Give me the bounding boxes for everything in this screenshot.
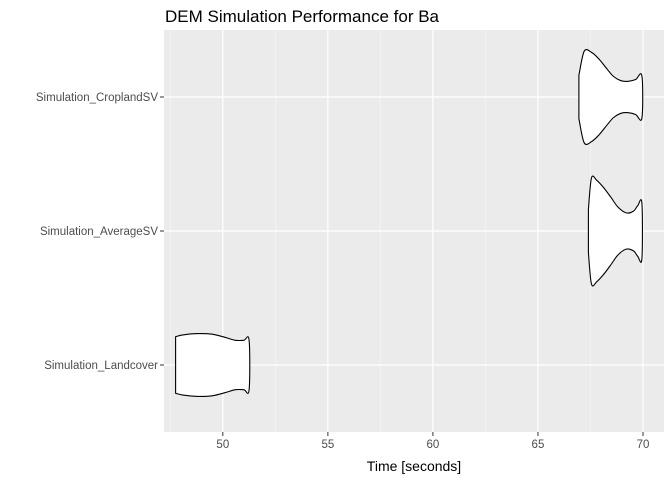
- x-tick-label: 70: [637, 439, 650, 451]
- violin-Simulation_CroplandSV: [578, 49, 644, 145]
- chart-title: DEM Simulation Performance for Ba: [165, 7, 440, 26]
- x-tick-label: 60: [427, 439, 440, 451]
- violin-Simulation_Landcover: [175, 333, 251, 397]
- y-tick-label: Simulation_AverageSV: [40, 226, 158, 238]
- violins: [175, 49, 644, 397]
- violin-Simulation_AverageSV: [587, 175, 643, 287]
- x-tick-label: 55: [321, 439, 334, 451]
- x-axis-title: Time [seconds]: [367, 458, 461, 474]
- y-axis: Simulation_Landcover Simulation_AverageSV…: [36, 92, 164, 372]
- y-tick-label: Simulation_CroplandSV: [36, 92, 158, 104]
- x-tick-label: 65: [532, 439, 545, 451]
- x-tick-label: 50: [216, 439, 229, 451]
- x-axis: 50 55 60 65 70: [216, 432, 649, 451]
- y-tick-label: Simulation_Landcover: [44, 360, 158, 372]
